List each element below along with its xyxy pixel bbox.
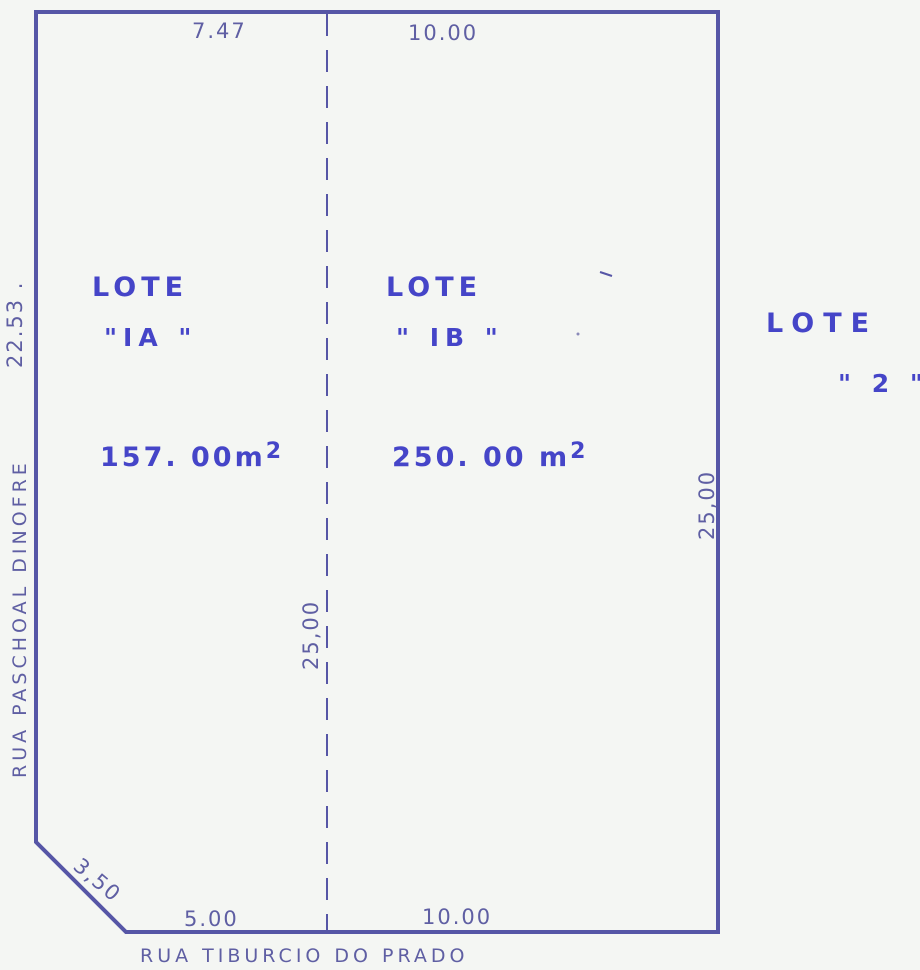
lot-1a-id: "IA " bbox=[104, 323, 197, 352]
lot-1a-title: LOTE bbox=[92, 272, 188, 303]
dim-left-side: 22.53 . bbox=[3, 281, 27, 368]
lot-1a-area: 157. 00m2 bbox=[100, 439, 284, 473]
lot-1b-area-sup: 2 bbox=[570, 439, 588, 464]
lot-2-title: LOTE bbox=[766, 308, 878, 339]
dim-top-right: 10.00 bbox=[408, 21, 478, 45]
lot-1a-area-sup: 2 bbox=[266, 439, 284, 464]
dim-middle-divider: 25,00 bbox=[299, 600, 323, 670]
dim-top-left: 7.47 bbox=[192, 19, 247, 43]
lot-1a-area-value: 157. 00m bbox=[100, 442, 266, 473]
lot-1b-id: " IB " bbox=[396, 323, 504, 352]
dim-bottom-left: 5.00 bbox=[184, 907, 239, 931]
scan-dot bbox=[576, 332, 580, 336]
street-left-label: RUA PASCHOAL DINOFRE bbox=[9, 459, 31, 778]
dim-right-side: 25,00 bbox=[695, 470, 719, 540]
lot-boundary bbox=[34, 10, 720, 934]
lot-1b-title: LOTE bbox=[386, 272, 482, 303]
lot-1b-area: 250. 00 m2 bbox=[392, 439, 588, 473]
scan-mark bbox=[599, 271, 613, 277]
lot-2-id: " 2 " bbox=[838, 369, 920, 398]
street-bottom-label: RUA TIBURCIO DO PRADO bbox=[140, 945, 469, 967]
dim-bottom-right: 10.00 bbox=[422, 905, 492, 929]
lot-1b-area-value: 250. 00 m bbox=[392, 442, 570, 473]
